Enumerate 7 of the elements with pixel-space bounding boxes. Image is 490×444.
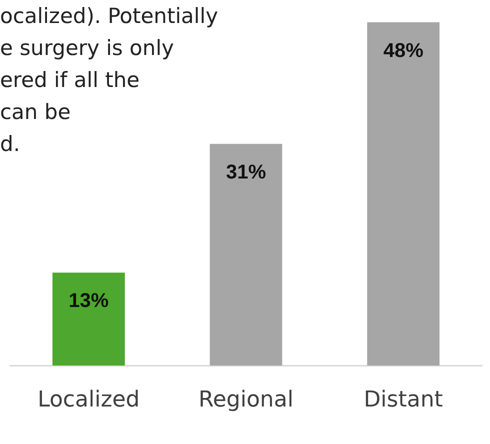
data-label: 48% <box>383 40 424 62</box>
annotation: ocalized). Potentially e surgery is only ered if all the can be d. <box>0 3 218 158</box>
x-tick-label: Regional <box>198 388 294 413</box>
x-tick-label: Localized <box>38 388 140 413</box>
x-tick-label: Distant <box>364 388 444 413</box>
data-label: 31% <box>226 161 266 184</box>
data-label: 13% <box>68 290 109 312</box>
